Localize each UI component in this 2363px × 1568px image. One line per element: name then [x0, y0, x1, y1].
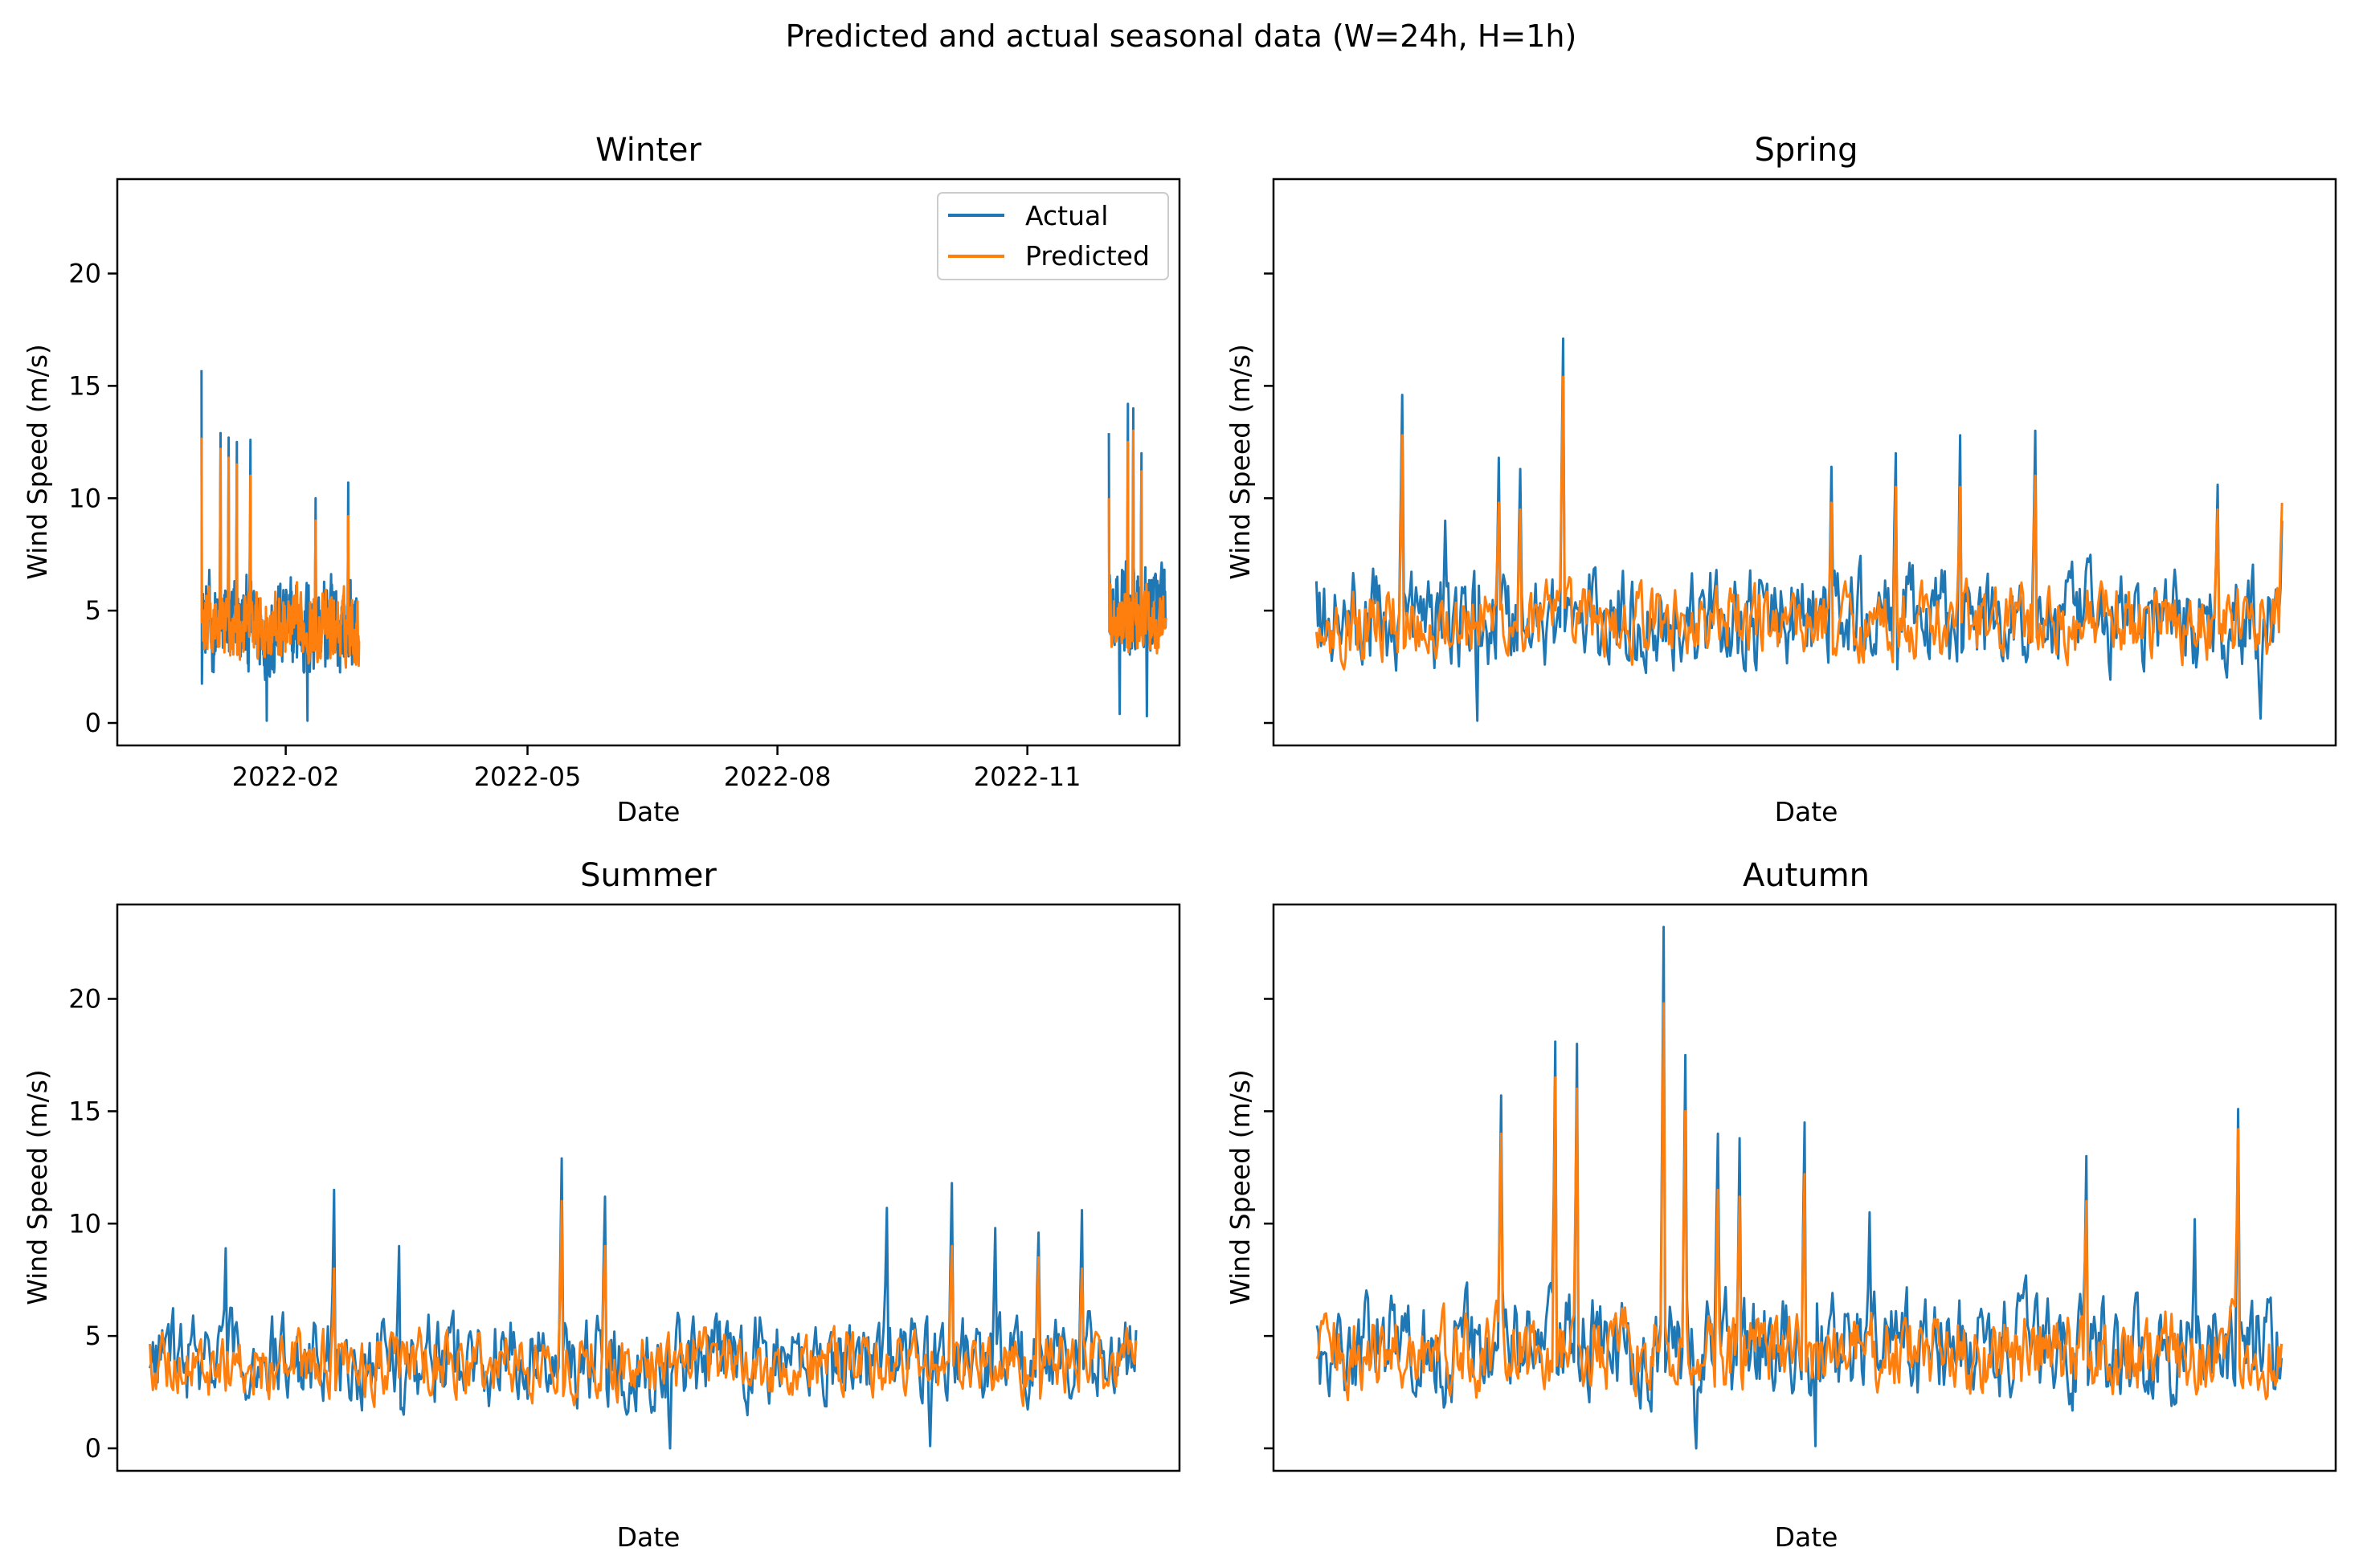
plot-area: [200, 370, 1167, 722]
subplot-title: Winter: [595, 132, 701, 169]
series-line-predicted: [1314, 375, 2283, 671]
y-tick-label: 5: [85, 595, 101, 626]
figure-suptitle: Predicted and actual seasonal data (W=24…: [786, 18, 1577, 54]
y-tick-label: 15: [68, 370, 101, 401]
y-axis-label: Wind Speed (m/s): [1224, 1069, 1256, 1305]
axes-frame: [1272, 903, 2337, 1472]
y-axis-label: Wind Speed (m/s): [22, 344, 53, 580]
plot-area: [1314, 337, 2283, 722]
series-line-predicted: [149, 1199, 1138, 1408]
series-line-predicted: [200, 429, 1167, 669]
x-axis-label: Date: [1775, 796, 1838, 827]
y-axis-label: Wind Speed (m/s): [22, 1069, 53, 1305]
y-axis-label: Wind Speed (m/s): [1224, 344, 1256, 580]
subplot-summer: Summer Date Wind Speed (m/s) 05101520202…: [22, 857, 1181, 1553]
subplot-title: Spring: [1754, 132, 1858, 169]
plot-area: [149, 1157, 1138, 1450]
legend-actual-label: Actual: [1025, 200, 1108, 231]
subplot-title: Summer: [580, 857, 717, 894]
subplot-autumn: Autumn Date Wind Speed (m/s) 2022-092022…: [1224, 857, 2337, 1553]
x-tick-label: 2022-05: [474, 762, 582, 792]
subplot-winter: Winter Date Wind Speed (m/s) Actual Pred…: [22, 132, 1181, 827]
y-tick-label: 10: [68, 483, 101, 513]
axes-frame: [116, 178, 1181, 747]
y-tick-label: 0: [85, 708, 101, 738]
x-axis-label: Date: [1775, 1521, 1838, 1553]
y-tick-label: 20: [68, 259, 101, 289]
y-tick-label: 0: [85, 1433, 101, 1464]
series-line-predicted: [1315, 1002, 2283, 1402]
x-tick-label: 2022-02: [232, 762, 340, 792]
y-tick-label: 10: [68, 1208, 101, 1239]
axes-frame: [116, 903, 1181, 1472]
x-axis-label: Date: [617, 1521, 681, 1553]
subplot-spring: Spring Date Wind Speed (m/s) 2022-032022…: [1224, 132, 2337, 827]
x-tick-label: 2022-08: [724, 762, 832, 792]
legend: Actual Predicted: [937, 192, 1169, 280]
y-tick-label: 5: [85, 1321, 101, 1351]
x-axis-label: Date: [617, 796, 681, 827]
x-tick-label: 2022-11: [974, 762, 1081, 792]
y-tick-label: 15: [68, 1096, 101, 1126]
y-tick-label: 20: [68, 984, 101, 1015]
axes-frame: [1272, 178, 2337, 747]
plot-area: [1315, 925, 2283, 1450]
legend-predicted-label: Predicted: [1025, 240, 1150, 272]
subplot-title: Autumn: [1743, 857, 1870, 894]
